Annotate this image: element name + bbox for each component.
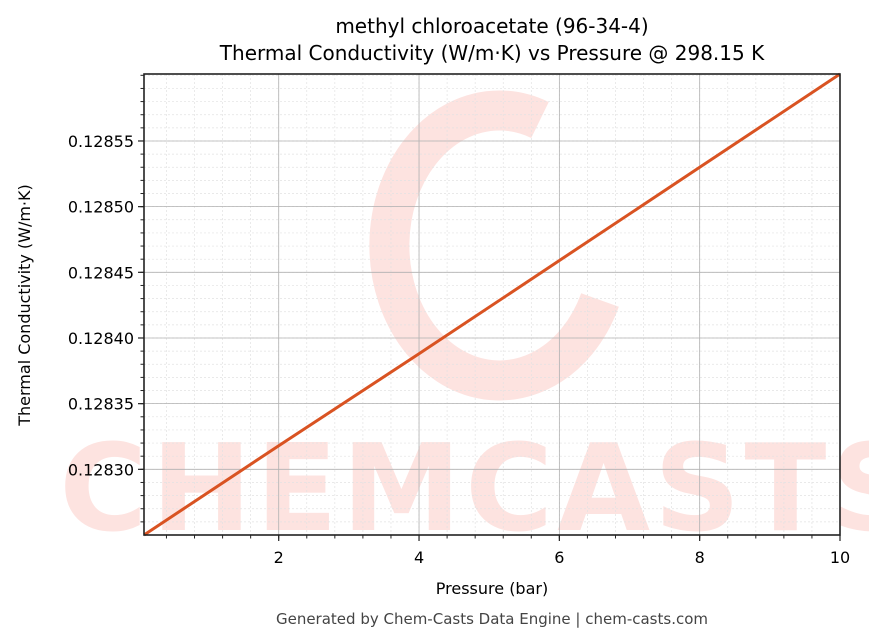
data-series	[143, 72, 841, 537]
x-tick-label: 2	[274, 548, 284, 567]
grid	[144, 74, 840, 535]
series-line	[143, 72, 841, 537]
y-tick-label: 0.12845	[68, 263, 134, 282]
plot-frame	[143, 73, 841, 536]
watermark: CHEMCASTS	[59, 90, 869, 559]
x-tick-label: 8	[695, 548, 705, 567]
footer-credit: Generated by Chem-Casts Data Engine | ch…	[276, 610, 708, 628]
chart-subtitle: Thermal Conductivity (W/m·K) vs Pressure…	[219, 41, 765, 65]
chart-title: methyl chloroacetate (96-34-4)	[335, 14, 648, 38]
axis-ticks: 2 4 6 8 10 0.12830 0.12835 0.12840 0.12845 0.1285…	[68, 74, 850, 567]
y-tick-label: 0.12830	[68, 460, 134, 479]
y-tick-label: 0.12855	[68, 132, 134, 151]
x-tick-label: 4	[414, 548, 424, 567]
y-axis-label: Thermal Conductivity (W/m·K)	[15, 184, 34, 427]
watermark-text: CHEMCASTS	[59, 420, 869, 559]
watermark-swirl-icon	[369, 90, 619, 401]
y-tick-label: 0.12840	[68, 329, 134, 348]
y-tick-label: 0.12850	[68, 198, 134, 217]
x-tick-label: 6	[554, 548, 564, 567]
x-axis-label: Pressure (bar)	[436, 579, 548, 598]
y-tick-label: 0.12835	[68, 395, 134, 414]
x-tick-label: 10	[830, 548, 850, 567]
